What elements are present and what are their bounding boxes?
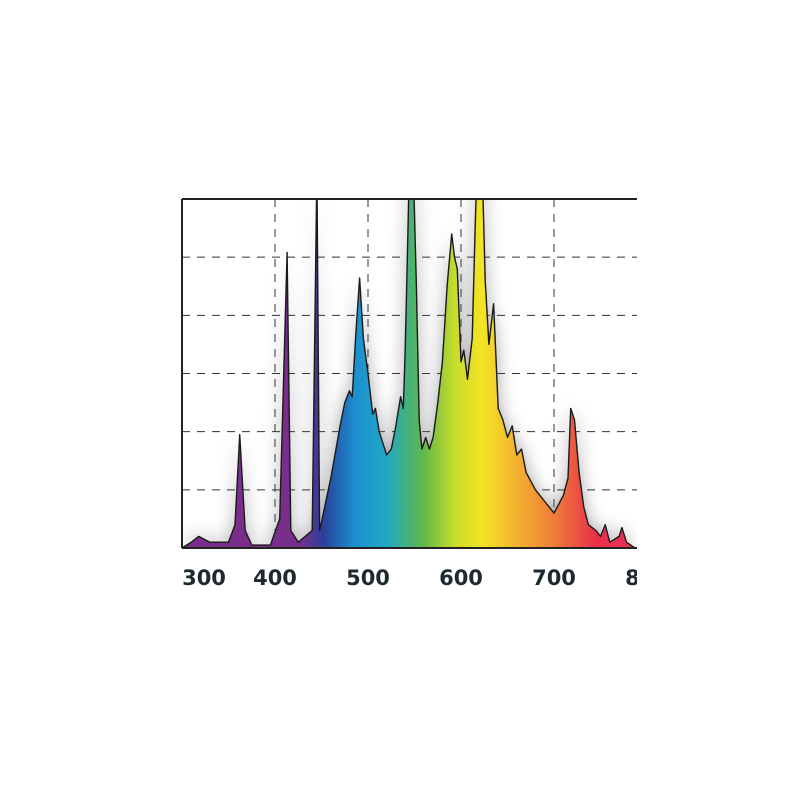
x-tick-label: 300 — [182, 566, 226, 590]
x-tick-label: 600 — [439, 566, 483, 590]
plot — [182, 199, 636, 548]
x-tick-label: 400 — [253, 566, 297, 590]
spectrum-area — [182, 199, 635, 548]
x-tick-label: 700 — [532, 566, 576, 590]
x-tick-labels: 300 400 500 600 700 800 — [182, 566, 669, 590]
frame — [181, 198, 637, 549]
x-tick-label: 800 — [625, 566, 669, 590]
spectrum-line — [182, 199, 636, 548]
x-tick-label: 500 — [346, 566, 390, 590]
